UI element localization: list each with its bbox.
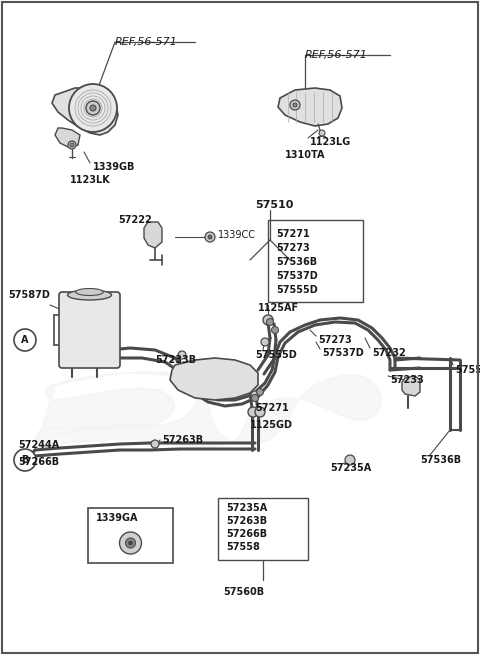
Text: 1125GD: 1125GD <box>250 420 293 430</box>
Circle shape <box>14 449 36 471</box>
Text: 1125AF: 1125AF <box>258 303 299 313</box>
Text: 57510: 57510 <box>255 200 293 210</box>
Bar <box>218 498 308 560</box>
Text: B: B <box>21 455 29 465</box>
Circle shape <box>70 143 74 147</box>
Text: 57266B: 57266B <box>18 457 59 467</box>
Circle shape <box>263 315 273 325</box>
Circle shape <box>272 326 278 333</box>
Text: REF,56-571: REF,56-571 <box>115 37 178 47</box>
FancyBboxPatch shape <box>59 292 120 368</box>
Circle shape <box>18 458 26 466</box>
Polygon shape <box>52 88 118 135</box>
Text: 57273: 57273 <box>318 335 352 345</box>
Circle shape <box>178 351 186 359</box>
Text: 1123LK: 1123LK <box>70 175 111 185</box>
Circle shape <box>266 318 274 326</box>
Text: 57232: 57232 <box>372 348 406 358</box>
Circle shape <box>120 532 142 554</box>
Text: 57536B: 57536B <box>420 455 461 465</box>
Text: 57222: 57222 <box>118 215 152 225</box>
Circle shape <box>14 329 36 351</box>
Ellipse shape <box>76 288 103 295</box>
Text: 1339CC: 1339CC <box>218 230 256 240</box>
Text: 57555D: 57555D <box>255 350 297 360</box>
Polygon shape <box>170 358 258 400</box>
Text: 57558: 57558 <box>455 365 480 375</box>
Text: REF,56-571: REF,56-571 <box>305 50 368 60</box>
Circle shape <box>248 407 258 417</box>
Circle shape <box>252 394 259 402</box>
Text: 57537D: 57537D <box>276 271 318 281</box>
Circle shape <box>125 538 135 548</box>
Text: 57244A: 57244A <box>18 440 59 450</box>
Text: 1310TA: 1310TA <box>285 150 325 160</box>
Bar <box>268 220 363 302</box>
Circle shape <box>293 103 297 107</box>
Circle shape <box>68 141 76 149</box>
Text: 57266B: 57266B <box>226 529 267 539</box>
Circle shape <box>290 100 300 110</box>
Text: 57558: 57558 <box>226 542 260 552</box>
Text: 57263B: 57263B <box>162 435 203 445</box>
Text: 57271: 57271 <box>255 403 289 413</box>
Text: 57271: 57271 <box>276 229 310 239</box>
Circle shape <box>251 391 259 399</box>
Text: 1123LG: 1123LG <box>310 137 351 147</box>
Circle shape <box>129 541 132 545</box>
Text: 1339GA: 1339GA <box>96 513 139 523</box>
Bar <box>88 508 173 563</box>
Circle shape <box>151 440 159 448</box>
Text: A: A <box>21 335 29 345</box>
Text: 57537D: 57537D <box>322 348 364 358</box>
Text: 57235A: 57235A <box>330 463 371 473</box>
Circle shape <box>90 105 96 111</box>
Text: 57235A: 57235A <box>226 503 267 513</box>
Text: 1339GB: 1339GB <box>93 162 135 172</box>
Circle shape <box>255 407 265 417</box>
Polygon shape <box>55 128 80 148</box>
Circle shape <box>69 84 117 132</box>
Ellipse shape <box>68 290 111 300</box>
Circle shape <box>256 388 264 396</box>
Text: 57263B: 57263B <box>226 516 267 526</box>
Polygon shape <box>144 222 162 248</box>
Circle shape <box>345 455 355 465</box>
Circle shape <box>208 235 212 239</box>
Circle shape <box>205 232 215 242</box>
Text: 57273: 57273 <box>276 243 310 253</box>
Text: 57587D: 57587D <box>8 290 50 300</box>
Circle shape <box>319 130 325 136</box>
Circle shape <box>261 338 269 346</box>
Text: 57536B: 57536B <box>276 257 317 267</box>
Text: 57560B: 57560B <box>223 587 264 597</box>
Text: 57555D: 57555D <box>276 285 318 295</box>
Polygon shape <box>402 376 420 396</box>
Polygon shape <box>35 372 382 450</box>
Text: 57233: 57233 <box>390 375 424 385</box>
Circle shape <box>86 101 100 115</box>
Polygon shape <box>278 88 342 126</box>
Text: 57233B: 57233B <box>155 355 196 365</box>
